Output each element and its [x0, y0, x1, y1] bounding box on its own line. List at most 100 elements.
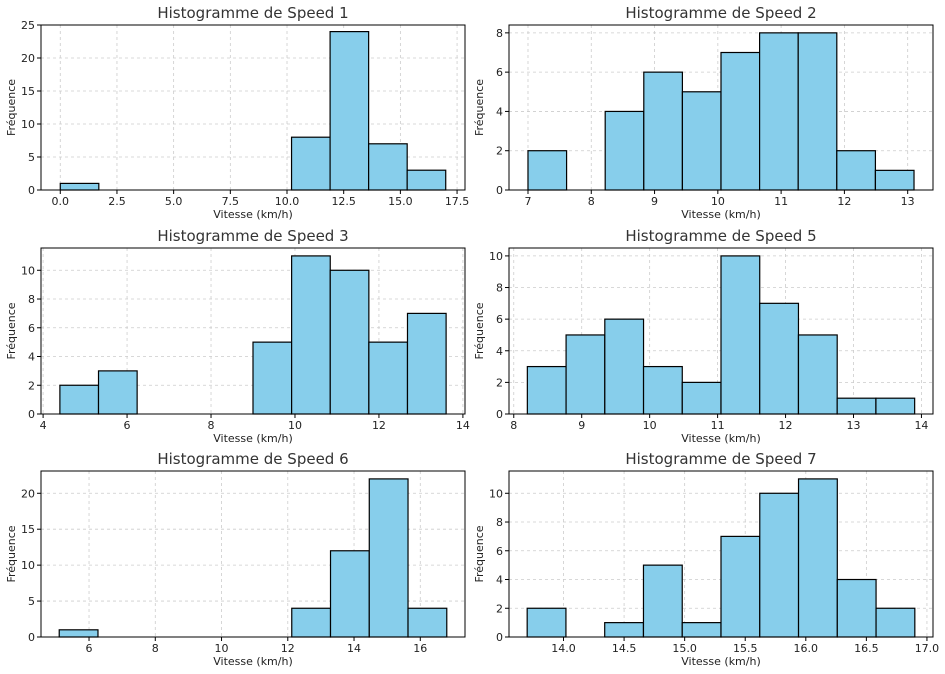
- histogram-bar: [681, 91, 722, 191]
- x-tick-label: 7.5: [222, 195, 240, 208]
- histogram-bar: [875, 607, 916, 638]
- x-tick-label: 10: [711, 195, 725, 208]
- chart-title: Histogramme de Speed 1: [157, 4, 348, 22]
- charts-root: 0.0 2.5 5.0 7.5 10.0 12.5 15.0 17.50510152025Hi…: [5, 4, 939, 668]
- x-tick-label: 16.0: [794, 642, 819, 655]
- x-axis-label: Vitesse (km/h): [681, 432, 761, 445]
- x-tick-label: 13: [901, 195, 915, 208]
- plot-frame: [40, 24, 466, 191]
- plot-frame: [40, 470, 466, 638]
- histogram-bar: [797, 334, 838, 415]
- y-tick-label: 15: [21, 523, 35, 536]
- histogram-bar: [290, 136, 331, 191]
- histogram-bar: [720, 535, 761, 638]
- y-tick-label: 6: [496, 313, 503, 326]
- histogram-bar: [604, 622, 645, 638]
- y-tick-label: 8: [496, 516, 503, 529]
- y-tick-label: 6: [496, 66, 503, 79]
- y-tick-label: 0: [496, 408, 503, 421]
- histogram-bar: [759, 32, 799, 191]
- y-tick-label: 20: [21, 52, 35, 65]
- y-axis-label: Fréquence: [5, 525, 18, 582]
- y-tick-label: 5: [28, 151, 35, 164]
- x-axis-label: Vitesse (km/h): [213, 655, 293, 668]
- x-tick-label: 10: [288, 419, 302, 432]
- y-tick-label: 0: [28, 631, 35, 644]
- histogram-bar: [797, 478, 838, 638]
- x-tick-label: 14.0: [551, 642, 576, 655]
- histogram-bar: [407, 607, 448, 638]
- histogram-bar: [720, 255, 761, 415]
- x-tick-label: 2.5: [108, 195, 126, 208]
- x-tick-label: 16: [413, 642, 427, 655]
- plot-frame: [508, 470, 934, 638]
- histogram-bar: [368, 478, 409, 638]
- x-axis-label: Vitesse (km/h): [681, 208, 761, 221]
- y-tick-label: 4: [496, 345, 503, 358]
- x-axis-label: Vitesse (km/h): [681, 655, 761, 668]
- y-tick-label: 0: [496, 631, 503, 644]
- x-tick-label: 8: [588, 195, 595, 208]
- histogram-bar: [642, 564, 683, 638]
- x-tick-label: 17.5: [445, 195, 470, 208]
- x-tick-label: 12: [372, 419, 386, 432]
- histogram-bar: [565, 334, 606, 415]
- histogram-bar: [58, 629, 99, 638]
- chart-panel-3: 4 6 8 10 12 14 0 2 4 6 8 10 Histogramme de Speed 3 Vi…: [5, 227, 470, 445]
- histogram-bar: [406, 169, 447, 191]
- histogram-bar: [526, 365, 567, 415]
- y-tick-label: 2: [496, 602, 503, 615]
- chart-title: Histogramme de Speed 7: [625, 450, 816, 468]
- plot-frame: [508, 24, 934, 191]
- y-axis-label: Fréquence: [5, 79, 18, 136]
- x-tick-label: 12: [281, 642, 295, 655]
- chart-title: Histogramme de Speed 5: [625, 227, 816, 245]
- x-tick-label: 9: [651, 195, 658, 208]
- x-tick-label: 4: [40, 419, 47, 432]
- histogram-bar: [329, 269, 370, 415]
- histogram-bar: [291, 607, 332, 638]
- x-tick-label: 8: [510, 419, 517, 432]
- plot-frame: [40, 247, 466, 415]
- y-tick-label: 0: [496, 184, 503, 197]
- x-tick-label: 0.0: [52, 195, 70, 208]
- x-tick-label: 5.0: [165, 195, 183, 208]
- y-tick-label: 0: [28, 184, 35, 197]
- y-tick-label: 10: [489, 487, 503, 500]
- histogram-bar: [329, 31, 370, 191]
- histogram-bar: [59, 182, 100, 191]
- x-tick-label: 7: [524, 195, 531, 208]
- y-tick-label: 5: [28, 595, 35, 608]
- x-tick-label: 9: [578, 419, 585, 432]
- x-tick-label: 14: [456, 419, 470, 432]
- y-axis-label: Fréquence: [473, 525, 486, 582]
- y-tick-label: 8: [496, 27, 503, 40]
- y-axis-label: Fréquence: [5, 302, 18, 359]
- x-tick-label: 14: [914, 419, 928, 432]
- y-tick-label: 10: [21, 264, 35, 277]
- histogram-bar: [681, 622, 722, 638]
- histogram-bar: [836, 397, 877, 415]
- y-tick-label: 2: [496, 376, 503, 389]
- y-tick-label: 25: [21, 19, 35, 32]
- histogram-bar: [406, 312, 447, 415]
- y-tick-label: 10: [21, 559, 35, 572]
- chart-panel-2: 7 8 9 10 11 12 13 0 2 4 6 8 Histogramme de Speed 2 Vi…: [473, 4, 934, 221]
- y-tick-label: 20: [21, 487, 35, 500]
- x-tick-label: 11: [711, 419, 725, 432]
- histogram-bar: [874, 169, 915, 191]
- x-tick-label: 15.5: [733, 642, 758, 655]
- x-tick-label: 17.0: [915, 642, 940, 655]
- y-tick-label: 8: [496, 282, 503, 295]
- y-tick-label: 2: [28, 379, 35, 392]
- chart-title: Histogramme de Speed 3: [157, 227, 348, 245]
- x-tick-label: 13: [847, 419, 861, 432]
- y-tick-label: 15: [21, 85, 35, 98]
- histogram-bar: [759, 302, 800, 415]
- histogram-bar: [527, 150, 568, 191]
- histogram-bar: [59, 384, 100, 415]
- x-tick-label: 8: [208, 419, 215, 432]
- y-tick-label: 4: [496, 105, 503, 118]
- x-tick-label: 15.0: [388, 195, 413, 208]
- x-tick-label: 12: [837, 195, 851, 208]
